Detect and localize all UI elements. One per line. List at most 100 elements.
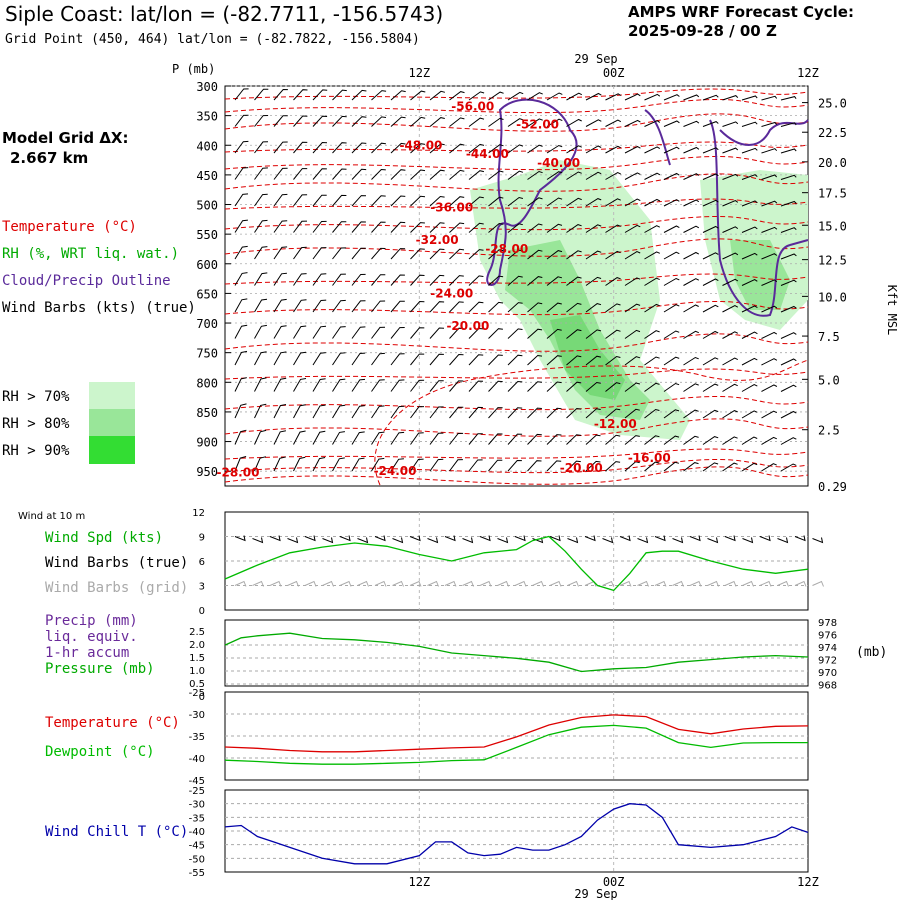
wind-barb xyxy=(722,173,739,180)
wind-barb xyxy=(527,170,543,180)
wind-barb xyxy=(702,383,719,392)
wind-barb xyxy=(371,195,386,207)
wind-barb xyxy=(390,142,406,154)
wind-barb xyxy=(546,276,563,286)
wind-barb xyxy=(683,199,700,207)
wind-barb xyxy=(761,384,778,392)
wind-barb xyxy=(761,200,778,207)
wind-barb xyxy=(507,407,523,419)
wind-barb xyxy=(683,462,699,472)
wind-barb xyxy=(371,247,386,260)
wind-barb xyxy=(390,274,405,286)
wind-barb xyxy=(761,174,778,180)
wind-barb xyxy=(683,330,699,339)
wind-barb xyxy=(507,118,524,127)
bottom-time-label: 12Z xyxy=(408,875,430,889)
wind-tick-label: 6 xyxy=(199,557,205,568)
wind-barb xyxy=(390,195,406,207)
wind-barb xyxy=(429,195,445,207)
wind-barb xyxy=(293,404,306,419)
wind-barb xyxy=(644,303,660,313)
wind-barb xyxy=(624,356,641,366)
wind-barb xyxy=(722,305,739,313)
wind-barb xyxy=(371,116,387,127)
surface-wind-barb xyxy=(269,535,281,542)
wind-barb xyxy=(683,304,699,313)
isotherm-line xyxy=(224,466,809,485)
grid-point-subtitle: Grid Point (450, 464) lat/lon = (-82.782… xyxy=(5,32,420,47)
wind-barb xyxy=(371,300,386,313)
isotherm-line xyxy=(224,88,809,100)
wind-barb xyxy=(332,378,346,392)
wind-barb xyxy=(488,117,504,127)
wind-barb xyxy=(761,226,778,233)
wind-barb xyxy=(371,457,385,472)
wind-barb xyxy=(624,198,641,207)
wind-barb xyxy=(605,382,621,392)
wind-barb xyxy=(546,223,563,233)
wind-barb xyxy=(468,170,485,180)
wind-barb xyxy=(468,196,484,207)
wind-barb xyxy=(351,457,365,472)
wind-barb xyxy=(546,407,562,419)
wind-series-label: Wind Barbs (true) xyxy=(45,555,188,571)
wind-barb xyxy=(546,144,563,154)
wind-barb xyxy=(332,457,345,472)
wind-barb xyxy=(527,328,543,339)
wind-barb xyxy=(293,220,308,233)
grid-wind-barb xyxy=(532,580,544,587)
wind-barb xyxy=(293,325,307,339)
wind-barb xyxy=(605,461,621,472)
wind-barb xyxy=(254,272,268,286)
wind-barb xyxy=(546,92,563,101)
windchill-tick-label: -55 xyxy=(189,868,205,879)
isotherm-label: -40.00 xyxy=(537,156,580,170)
wind-barb xyxy=(351,116,367,127)
wind-barb xyxy=(585,408,601,419)
model-grid-label: Model Grid ΔX: xyxy=(2,129,129,147)
wind-barb xyxy=(527,433,542,445)
wind-barb xyxy=(429,222,445,233)
wind-barb xyxy=(332,299,346,313)
wind-barb xyxy=(312,220,327,233)
wind-barb xyxy=(741,174,758,180)
pressure-tick-label: 500 xyxy=(196,199,218,213)
wind-barb xyxy=(449,169,465,180)
surface-wind-barb xyxy=(479,535,491,542)
wind-barb xyxy=(468,327,484,339)
legend-rh80-label: RH > 80% xyxy=(2,416,70,432)
wind-barb xyxy=(566,224,582,233)
wind-barb xyxy=(273,430,287,445)
grid-wind-barb xyxy=(427,580,439,587)
windchill-tick-label: -40 xyxy=(189,827,205,838)
isotherm-line xyxy=(224,395,809,411)
wind-barb xyxy=(566,197,582,207)
cross-section-panel xyxy=(224,85,809,487)
wind-barb xyxy=(410,274,425,286)
wind-barb xyxy=(351,273,366,286)
wind-barb xyxy=(741,331,758,339)
wind-barb xyxy=(312,115,328,127)
isotherm-line xyxy=(224,300,809,316)
bottom-time-label: 12Z xyxy=(797,875,819,889)
wind-barb xyxy=(605,93,622,101)
wind-barb xyxy=(488,275,504,286)
wind-barb xyxy=(488,222,504,233)
wind-series-label: Wind Barbs (grid) xyxy=(45,580,188,596)
wind-barb xyxy=(390,300,405,313)
wind-barb xyxy=(507,380,523,392)
isotherm-label: -28.00 xyxy=(485,242,528,256)
pressure-tick-label: 750 xyxy=(196,347,218,361)
wind-barb xyxy=(683,278,700,286)
pressure-right-tick-label: 978 xyxy=(818,618,837,629)
wind-barb xyxy=(332,89,347,101)
wind-barb xyxy=(566,145,582,154)
wind-barb xyxy=(449,91,465,101)
wind-barb xyxy=(429,380,444,392)
wind-barb xyxy=(273,167,288,180)
wind-barb xyxy=(761,410,778,419)
wind-barb xyxy=(488,380,503,392)
wind-barb xyxy=(644,435,660,445)
wind-barb xyxy=(468,222,484,233)
precip-series-label: Precip (mm) xyxy=(45,613,138,629)
